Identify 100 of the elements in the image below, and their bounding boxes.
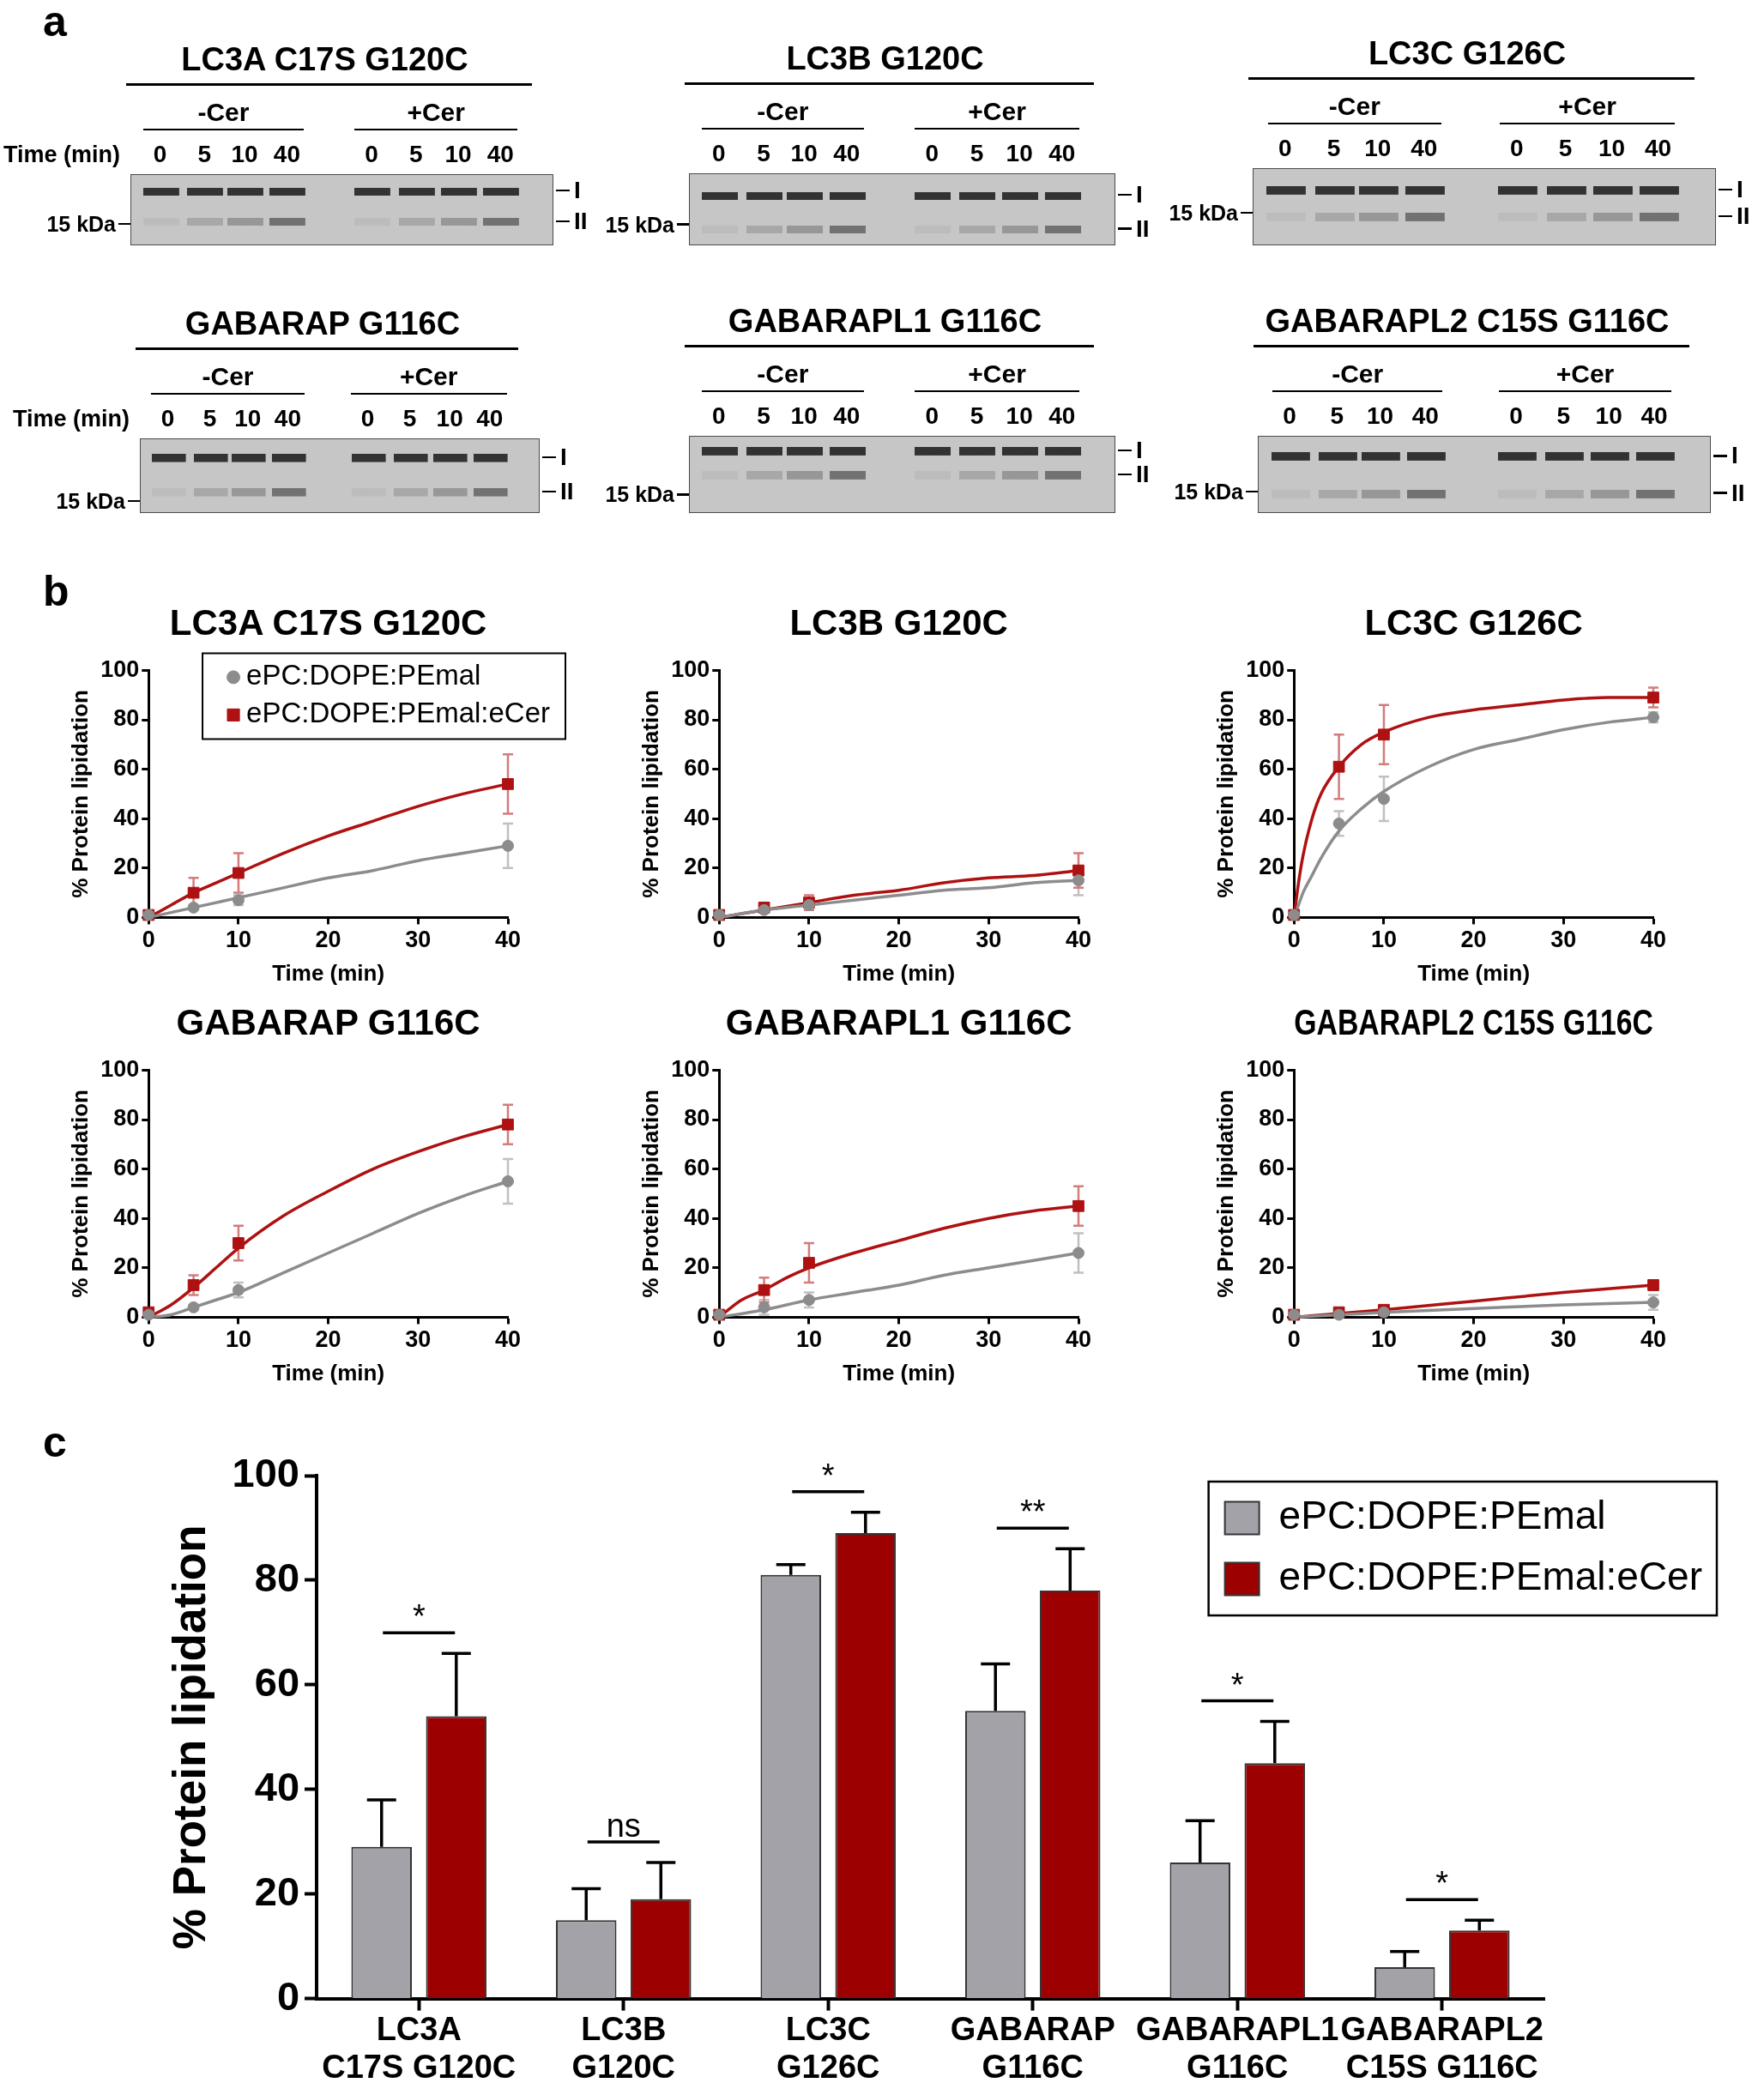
x-tick-label: 40: [1640, 927, 1667, 953]
y-tick-label: 60: [113, 755, 140, 782]
text: 0: [153, 141, 167, 167]
x-tick-label: 30: [976, 927, 1002, 953]
text: 5: [970, 140, 984, 166]
y-axis-title: % Protein lipidation: [66, 1090, 93, 1298]
text: LC3B G120C: [786, 40, 984, 76]
x-tick-label: 10: [795, 1326, 822, 1353]
x-tick-label: 20: [885, 927, 912, 953]
x-tick-label: 40: [494, 1326, 522, 1353]
x-axis-title: Time (min): [1417, 959, 1531, 986]
text: 40: [1048, 402, 1076, 429]
x-tick-label: LC3C G126C: [776, 2010, 880, 2085]
text: 40: [1048, 140, 1076, 166]
text: LC3A C17S G120C: [181, 41, 468, 77]
y-tick-label: 80: [1259, 705, 1285, 732]
y-axis-title: % Protein lipidation: [66, 690, 93, 898]
x-tick-label: 40: [1065, 1326, 1092, 1353]
y-tick-label: 20: [1259, 1253, 1285, 1280]
x-tick-label: 10: [795, 927, 822, 953]
y-tick-label: 40: [1259, 804, 1285, 830]
y-tick-label: 40: [113, 804, 140, 830]
y-axis-title: % Protein lipidation: [164, 1524, 215, 1950]
y-axis-title: % Protein lipidation: [1211, 690, 1238, 898]
y-tick-label: 0: [697, 1302, 710, 1329]
y-tick-label: 40: [684, 1204, 710, 1230]
text: +Cer: [968, 97, 1026, 125]
legend-label: ePC:DOPE:PEmal:eCer: [246, 697, 551, 729]
legend-label: ePC:DOPE:PEmal:eCer: [1278, 1554, 1703, 1599]
y-tick-label: 0: [1272, 903, 1285, 929]
x-axis-title: Time (min): [1417, 1359, 1531, 1386]
y-tick-label: 100: [100, 655, 140, 682]
text: 5: [402, 405, 417, 432]
chart-title: LC3B G120C: [789, 601, 1008, 643]
text: +Cer: [1556, 359, 1615, 388]
text: -Cer: [1332, 359, 1384, 388]
text: c: [43, 1417, 67, 1466]
y-tick-label: 0: [1272, 1302, 1285, 1329]
text: 10: [231, 141, 258, 167]
y-tick-label: 100: [671, 655, 710, 682]
text: 15 kDa: [1169, 200, 1238, 225]
x-tick-label: GABARAP G116C: [950, 2010, 1115, 2085]
text: I: [574, 177, 581, 204]
text: GABARAP G116C: [184, 305, 461, 341]
annotation: *: [1230, 1666, 1244, 1703]
text: 10: [790, 140, 818, 166]
chart-title: GABARAPL2 C15S G116C: [1294, 1002, 1653, 1042]
text: I: [1136, 181, 1143, 208]
text: 0: [360, 405, 375, 432]
text: 5: [1330, 402, 1344, 429]
x-tick-label: 20: [315, 1326, 341, 1353]
text: 0: [160, 405, 175, 432]
x-tick-label: 20: [1460, 1326, 1487, 1353]
y-tick-label: 60: [113, 1155, 140, 1181]
x-tick-label: 20: [315, 927, 341, 953]
text: 15 kDa: [56, 488, 125, 513]
text: 0: [1509, 402, 1523, 429]
text: 0: [925, 402, 939, 429]
chart-title: LC3C G126C: [1364, 601, 1583, 643]
y-tick-label: 60: [684, 1155, 710, 1181]
y-tick-label: 0: [126, 903, 140, 929]
text: GABARAPL2 C15S G116C: [1265, 303, 1670, 339]
y-tick-label: 40: [254, 1763, 300, 1809]
y-tick-label: 20: [113, 1253, 140, 1280]
text: 0: [365, 141, 378, 167]
text: +Cer: [399, 362, 458, 390]
text: I: [560, 443, 567, 470]
text: II: [574, 207, 588, 234]
annotation: **: [1019, 1494, 1046, 1531]
text: I: [1731, 442, 1738, 469]
x-tick-label: 30: [1550, 1326, 1577, 1353]
x-tick-label: 20: [885, 1326, 912, 1353]
text: +Cer: [968, 359, 1026, 388]
chart-title: LC3A C17S G120C: [169, 601, 487, 643]
text: 5: [1326, 135, 1341, 161]
x-axis-title: Time (min): [843, 959, 956, 986]
text: 40: [1644, 135, 1672, 161]
y-tick-label: 0: [697, 903, 710, 929]
y-tick-label: 0: [126, 1302, 140, 1329]
text: 0: [1510, 135, 1524, 161]
y-axis-title: % Protein lipidation: [1211, 1090, 1238, 1298]
x-tick-label: GABARAPL2 C15S G116C: [1340, 2010, 1544, 2085]
x-tick-label: 10: [225, 927, 251, 953]
y-tick-label: 80: [1259, 1105, 1285, 1132]
text: -Cer: [757, 97, 809, 125]
text: 10: [1598, 135, 1626, 161]
text: 10: [790, 402, 818, 429]
x-tick-label: 30: [976, 1326, 1002, 1353]
text: II: [1136, 214, 1150, 242]
text: 10: [1364, 135, 1392, 161]
text: 10: [1006, 402, 1033, 429]
x-tick-label: GABARAPL1 G116C: [1136, 2010, 1339, 2085]
y-tick-label: 100: [232, 1449, 300, 1495]
text: II: [1737, 202, 1750, 229]
x-tick-label: 10: [1370, 927, 1397, 953]
x-tick-label: LC3B G120C: [571, 2010, 675, 2085]
y-tick-label: 80: [254, 1554, 300, 1600]
text: II: [1731, 479, 1745, 506]
y-tick-label: 0: [276, 1972, 300, 2019]
y-axis-title: % Protein lipidation: [637, 1090, 663, 1298]
